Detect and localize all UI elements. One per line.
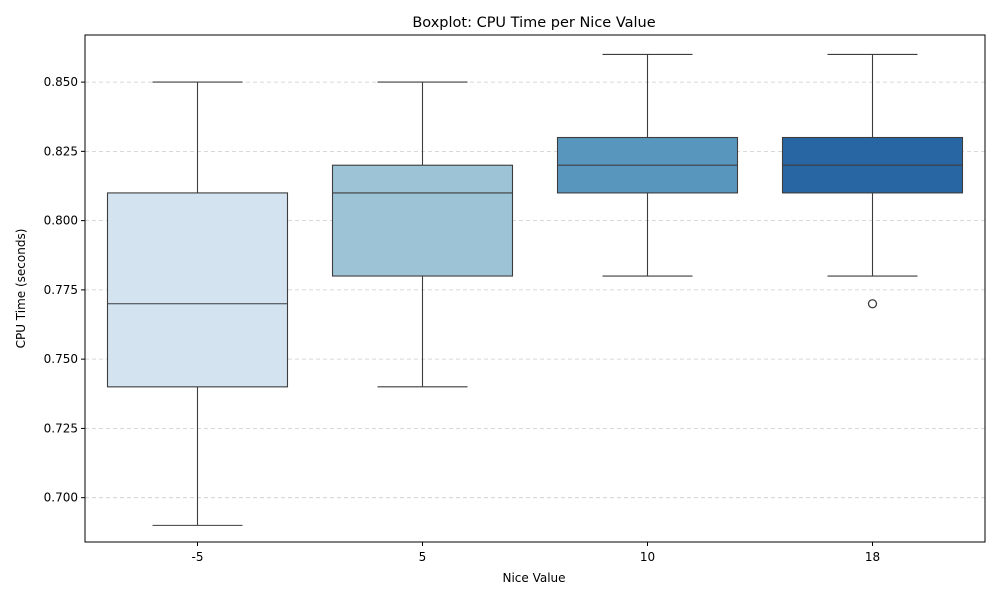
x-tick-label: 10 (640, 550, 655, 564)
x-tick-label: 5 (419, 550, 427, 564)
y-tick-label: 0.825 (44, 144, 78, 158)
x-tick-label: -5 (192, 550, 204, 564)
x-tick-label: 18 (865, 550, 880, 564)
x-axis-label: Nice Value (502, 571, 565, 585)
y-tick-label: 0.850 (44, 75, 78, 89)
iqr-box (106, 192, 289, 388)
y-tick-label: 0.750 (44, 352, 78, 366)
box-18 (781, 53, 964, 309)
iqr-box (331, 164, 514, 277)
x-ticks: -5 5 10 18 (192, 542, 880, 564)
chart-title: Boxplot: CPU Time per Nice Value (412, 15, 655, 31)
y-tick-label: 0.700 (44, 491, 78, 505)
y-tick-label: 0.725 (44, 421, 78, 435)
y-axis-label: CPU Time (seconds) (14, 229, 28, 349)
box-layer (106, 53, 964, 526)
y-ticks: 0.700 0.725 0.750 0.775 0.800 0.825 0.850 (44, 75, 85, 505)
box-10 (556, 53, 739, 277)
plot-frame (84, 34, 986, 543)
y-tick-label: 0.800 (44, 214, 78, 228)
outlier-point (867, 299, 878, 309)
box--5 (106, 81, 289, 526)
box-5 (331, 81, 514, 388)
y-tick-label: 0.775 (44, 283, 78, 297)
